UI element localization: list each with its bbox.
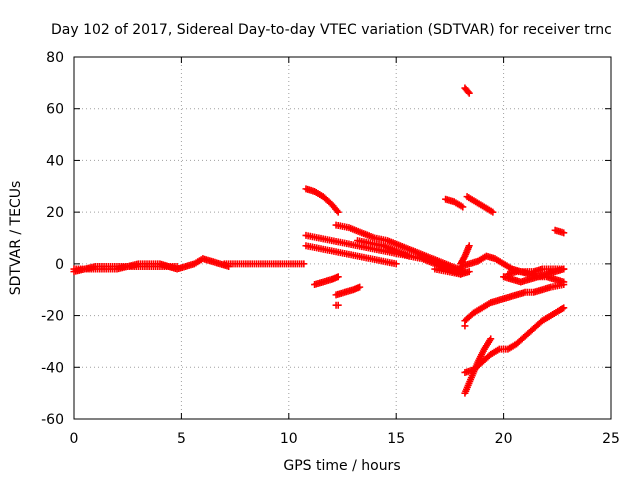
- y-axis-label: SDTVAR / TECUs: [8, 181, 24, 296]
- series-arc-23: [457, 242, 473, 268]
- plus-marker-trace: [332, 301, 342, 309]
- series-arc-12: [431, 265, 473, 278]
- series-arc-19: [551, 226, 568, 237]
- plus-marker-trace: [461, 84, 473, 97]
- y-tick-label: -60: [41, 412, 64, 428]
- series-arc-7: [332, 221, 469, 276]
- plus-marker-trace: [442, 195, 467, 211]
- series-arc-22: [461, 335, 495, 397]
- plot-frame: [73, 56, 612, 420]
- plus-marker-trace: [461, 281, 568, 325]
- y-tick-label: -40: [41, 360, 64, 376]
- plus-marker-trace: [302, 185, 342, 216]
- plus-marker-trace: [220, 260, 308, 268]
- plus-marker-trace: [332, 221, 469, 276]
- data-points: [70, 84, 568, 397]
- plus-marker-trace: [463, 193, 497, 216]
- series-arc-15: [500, 265, 568, 286]
- y-tick-label: 20: [46, 205, 64, 221]
- plus-marker-trace: [302, 242, 400, 268]
- y-tick-label: 60: [46, 102, 64, 118]
- x-tick-labels: 0 5 10 15 20 25: [70, 431, 620, 447]
- plus-marker-trace: [431, 265, 473, 278]
- series-arc-3: [220, 260, 308, 268]
- series-arc-17: [463, 193, 497, 216]
- series-arc-10: [332, 283, 364, 299]
- grid-lines: [74, 57, 611, 419]
- x-tick-label: 15: [387, 431, 405, 447]
- axis-ticks: [73, 56, 612, 420]
- x-tick-label: 20: [495, 431, 513, 447]
- plus-marker-trace: [332, 283, 364, 299]
- x-tick-label: 10: [280, 431, 298, 447]
- series-arc-11: [332, 301, 342, 309]
- y-tick-label: 80: [46, 50, 64, 66]
- y-tick-label: 0: [55, 257, 64, 273]
- plus-marker-trace: [70, 255, 233, 273]
- series-arc-24: [461, 322, 469, 330]
- series-arc-6: [302, 242, 400, 268]
- series-arc-9: [311, 273, 342, 289]
- plus-marker-trace: [311, 273, 342, 289]
- x-tick-label: 0: [70, 431, 79, 447]
- plus-marker-trace: [461, 322, 469, 330]
- x-axis-label: GPS time / hours: [283, 458, 400, 474]
- series-arc-20: [461, 281, 568, 325]
- x-tick-label: 25: [602, 431, 620, 447]
- y-tick-labels: 80 60 40 20 0 -20 -40 -60: [41, 50, 64, 428]
- y-tick-label: -20: [41, 309, 64, 325]
- plus-marker-trace: [551, 226, 568, 237]
- series-arc-4: [302, 185, 342, 216]
- y-tick-label: 40: [46, 153, 64, 169]
- series-arc-16: [442, 195, 467, 211]
- series-arc-18: [461, 84, 473, 97]
- x-tick-label: 5: [177, 431, 186, 447]
- plus-marker-trace: [461, 335, 495, 397]
- chart-title: Day 102 of 2017, Sidereal Day-to-day VTE…: [51, 22, 612, 38]
- plus-marker-trace: [500, 265, 568, 286]
- plus-marker-trace: [457, 242, 473, 268]
- series-arc-2: [70, 255, 233, 273]
